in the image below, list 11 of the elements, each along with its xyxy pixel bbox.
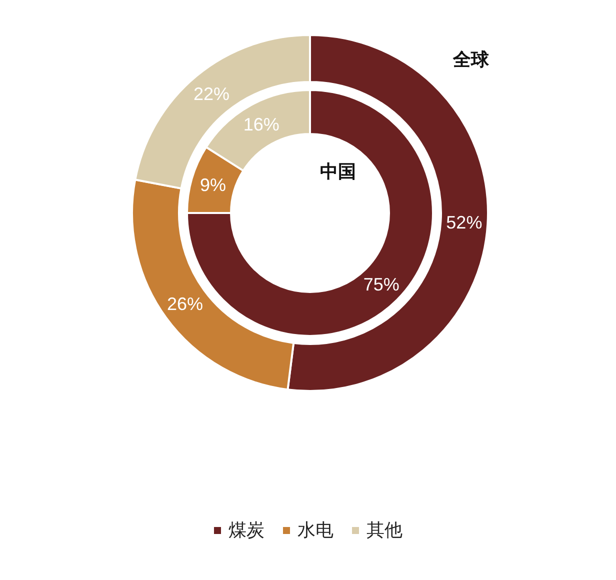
legend-label: 煤炭 [228,519,264,542]
data-label: 75% [363,274,400,294]
data-label: 16% [243,114,280,134]
data-label: 26% [166,294,204,314]
data-label: 22% [194,84,230,104]
slice-label: 全球 [452,50,490,70]
legend-label: 水电 [296,519,334,542]
slice-label: 中国 [320,162,356,182]
legend-label: 其他 [366,519,402,542]
data-label: 9% [200,174,226,195]
data-label: 52% [446,212,482,233]
